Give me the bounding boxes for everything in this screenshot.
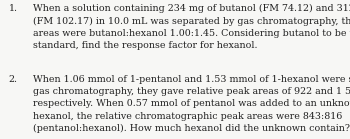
Text: 1.: 1. (9, 4, 18, 13)
Text: When a solution containing 234 mg of butanol (FM 74.12) and 312 mg of hexanol
(F: When a solution containing 234 mg of but… (33, 4, 350, 50)
Text: 2.: 2. (9, 75, 18, 84)
Text: When 1.06 mmol of 1-pentanol and 1.53 mmol of 1-hexanol were separated by
gas ch: When 1.06 mmol of 1-pentanol and 1.53 mm… (33, 75, 350, 133)
